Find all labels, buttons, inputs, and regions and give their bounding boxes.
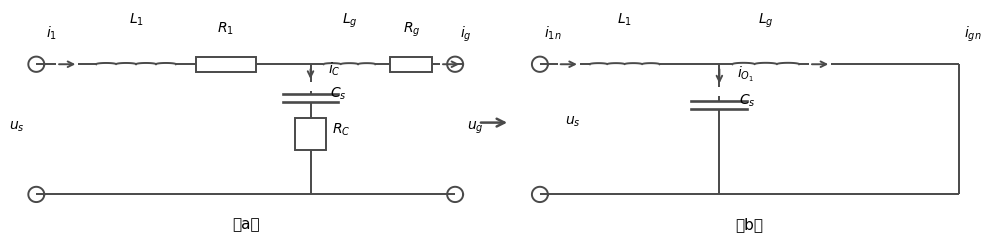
Bar <box>196 57 256 71</box>
Text: $u_g$: $u_g$ <box>467 119 484 136</box>
Text: $C_s$: $C_s$ <box>330 86 347 102</box>
Text: $L_g$: $L_g$ <box>342 12 357 30</box>
Text: （a）: （a） <box>232 217 260 232</box>
Text: $i_1$: $i_1$ <box>46 24 57 42</box>
Text: $i_{O_1}$: $i_{O_1}$ <box>737 65 754 84</box>
Text: $L_g$: $L_g$ <box>758 12 774 30</box>
Bar <box>295 118 326 149</box>
Text: （b）: （b） <box>735 217 763 232</box>
Text: $u_s$: $u_s$ <box>565 115 580 129</box>
Text: $i_g$: $i_g$ <box>460 24 472 44</box>
Bar <box>390 57 432 71</box>
Text: $i_C$: $i_C$ <box>328 60 341 78</box>
Text: $R_C$: $R_C$ <box>332 122 351 138</box>
Text: $L_1$: $L_1$ <box>129 12 144 28</box>
Text: $L_1$: $L_1$ <box>617 12 632 28</box>
Text: $i_{gn}$: $i_{gn}$ <box>964 24 981 44</box>
Text: $C_s$: $C_s$ <box>739 93 756 109</box>
Text: $R_g$: $R_g$ <box>403 21 420 39</box>
Text: $R_1$: $R_1$ <box>217 21 234 37</box>
Text: $u_s$: $u_s$ <box>9 119 24 134</box>
Text: $i_{1n}$: $i_{1n}$ <box>544 24 562 42</box>
